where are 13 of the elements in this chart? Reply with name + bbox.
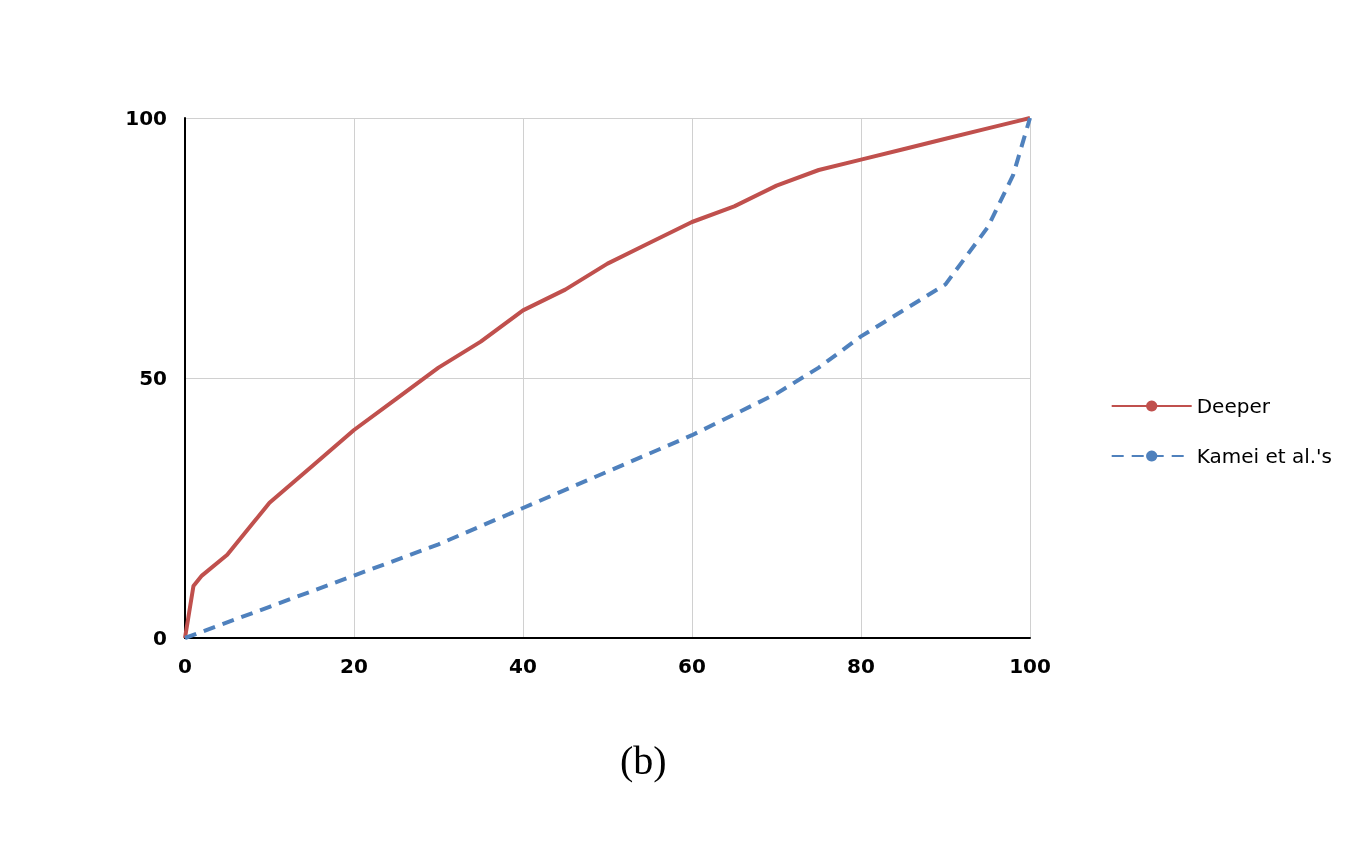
legend-label: Deeper [1196, 394, 1271, 418]
x-tick-label: 40 [509, 654, 537, 678]
y-tick-label: 0 [153, 626, 167, 650]
text: (b) [620, 737, 667, 783]
x-tick-label: 0 [178, 654, 192, 678]
line-series [183, 116, 1032, 640]
legend-label: Kamei et al.'s [1196, 444, 1332, 468]
x-tick-label: 20 [340, 654, 368, 678]
y-tick-label: 50 [139, 366, 167, 390]
x-tick-label: 80 [847, 654, 875, 678]
x-tick-label: 100 [1009, 654, 1051, 678]
y-tick-label: 100 [125, 106, 167, 130]
x-tick-label: 60 [678, 654, 706, 678]
